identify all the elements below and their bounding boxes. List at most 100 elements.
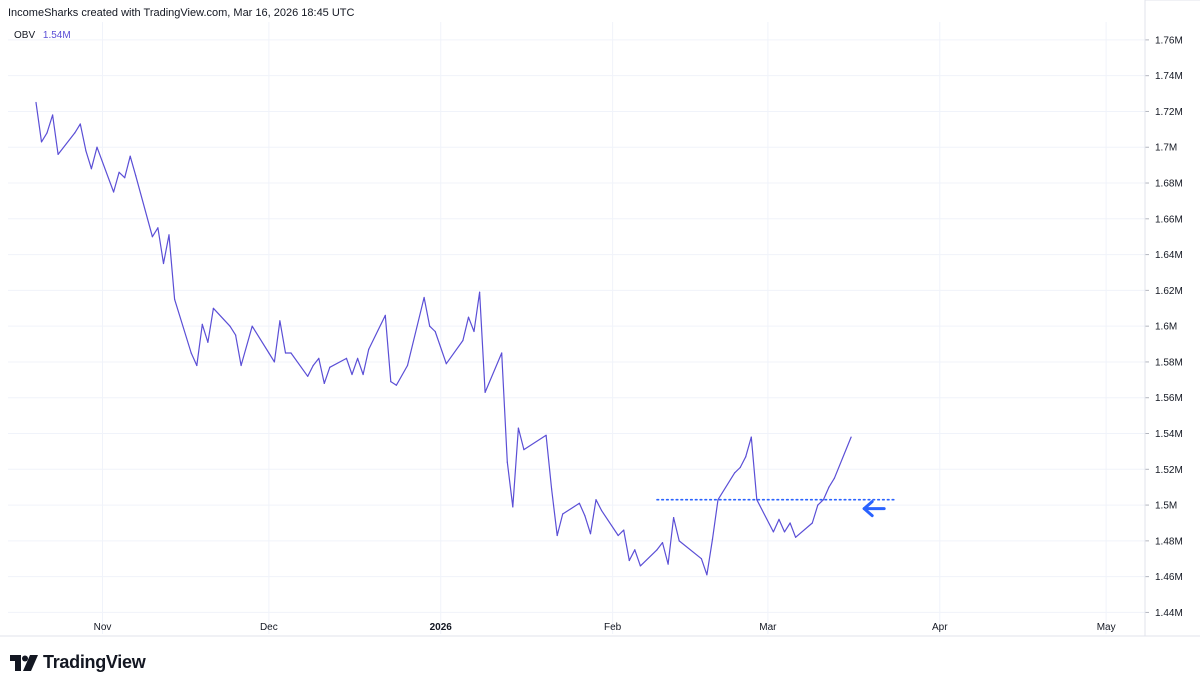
y-axis-tick-label: 1.56M	[1155, 393, 1183, 404]
obv-data-point	[589, 533, 592, 535]
y-axis-tick-label: 1.76M	[1155, 35, 1183, 46]
obv-data-point	[240, 364, 242, 367]
obv-data-point	[162, 262, 165, 265]
obv-data-point	[628, 559, 630, 562]
obv-data-point	[551, 488, 553, 490]
tradingview-logo[interactable]: TradingView	[10, 652, 146, 673]
obv-data-point	[656, 549, 658, 551]
obv-data-point	[578, 502, 581, 504]
obv-data-point	[157, 227, 159, 229]
obv-data-point	[79, 123, 81, 125]
obv-data-point	[739, 466, 741, 469]
obv-data-point	[833, 477, 836, 479]
obv-data-point	[750, 436, 752, 438]
obv-data-point	[545, 434, 547, 436]
obv-data-point	[711, 538, 714, 540]
obv-data-point	[273, 361, 275, 363]
obv-data-point	[312, 364, 314, 367]
obv-data-point	[168, 234, 170, 236]
obv-data-point	[74, 132, 76, 134]
y-axis-tick-label: 1.64M	[1155, 250, 1183, 261]
obv-data-point	[329, 366, 331, 368]
obv-data-point	[617, 534, 619, 537]
obv-data-point	[323, 382, 325, 384]
obv-data-point	[390, 381, 392, 383]
obv-data-point	[512, 506, 514, 508]
obv-data-point	[129, 155, 131, 157]
obv-data-point	[667, 563, 669, 565]
y-axis-tick-label: 1.68M	[1155, 179, 1183, 190]
obv-data-point	[673, 517, 675, 519]
obv-data-point	[734, 472, 736, 474]
obv-data-point	[778, 518, 780, 521]
obv-data-point	[595, 499, 597, 501]
obv-data-point	[96, 146, 98, 148]
y-axis-tick-label: 1.72M	[1155, 107, 1183, 118]
indicator-legend[interactable]: OBV 1.54M	[14, 30, 71, 41]
obv-data-point	[562, 513, 564, 515]
tradingview-logo-icon	[10, 654, 38, 671]
obv-data-point	[795, 536, 797, 538]
obv-data-point	[479, 291, 481, 293]
obv-data-point	[135, 175, 137, 177]
x-axis-tick-label: Feb	[604, 622, 622, 633]
y-axis-tick-label: 1.74M	[1155, 71, 1183, 82]
obv-data-point	[817, 504, 819, 506]
obv-data-point	[506, 461, 508, 463]
obv-data-point	[484, 391, 486, 393]
obv-data-point	[700, 558, 703, 560]
obv-data-point	[406, 364, 409, 367]
y-axis-tick-label: 1.5M	[1155, 501, 1177, 512]
obv-data-point	[318, 357, 320, 359]
obv-data-point	[850, 436, 852, 438]
obv-data-point	[523, 449, 525, 451]
obv-data-point	[445, 363, 447, 365]
obv-data-point	[35, 101, 37, 104]
obv-data-point	[351, 373, 353, 376]
obv-data-point	[113, 191, 115, 193]
x-axis-tick-label: 2026	[430, 622, 453, 633]
obv-data-point	[235, 334, 237, 336]
obv-data-point	[745, 456, 747, 458]
x-axis-tick-label: Nov	[94, 622, 112, 633]
chart-attribution: IncomeSharks created with TradingView.co…	[8, 7, 355, 19]
obv-data-point	[190, 352, 192, 354]
arrow-head	[862, 500, 874, 518]
obv-data-point	[501, 352, 503, 354]
obv-data-point	[151, 236, 153, 238]
obv-data-point	[584, 515, 586, 517]
obv-data-point	[46, 132, 48, 134]
obv-data-point	[828, 486, 830, 488]
x-axis-tick-label: Apr	[932, 622, 948, 633]
obv-data-point	[772, 531, 775, 533]
obv-data-point	[623, 529, 625, 531]
indicator-value: 1.54M	[42, 30, 71, 41]
obv-data-point	[196, 364, 198, 367]
obv-data-point	[345, 357, 348, 359]
obv-data-point	[639, 565, 642, 567]
obv-series-line	[35, 102, 852, 576]
obv-data-point	[706, 574, 708, 576]
obv-data-point	[357, 357, 359, 359]
obv-data-point	[462, 339, 464, 342]
obv-data-point	[600, 509, 603, 511]
obv-data-point	[90, 168, 92, 170]
x-axis-tick-label: Dec	[260, 622, 278, 633]
obv-data-point	[556, 534, 558, 537]
y-axis-tick-label: 1.66M	[1155, 214, 1183, 225]
obv-data-point	[85, 150, 87, 152]
obv-data-point	[279, 320, 281, 322]
y-axis-tick-label: 1.58M	[1155, 357, 1183, 368]
obv-data-point	[811, 522, 813, 524]
obv-data-point	[284, 352, 287, 354]
indicator-name: OBV	[14, 30, 36, 41]
obv-data-point	[429, 325, 431, 327]
obv-data-point	[307, 375, 309, 377]
x-axis-tick-label: May	[1097, 622, 1116, 633]
y-axis-tick-label: 1.6M	[1155, 322, 1177, 333]
obv-data-point	[174, 298, 176, 300]
y-axis-tick-label: 1.52M	[1155, 465, 1183, 476]
obv-data-point	[423, 296, 425, 299]
obv-data-point	[362, 373, 364, 376]
